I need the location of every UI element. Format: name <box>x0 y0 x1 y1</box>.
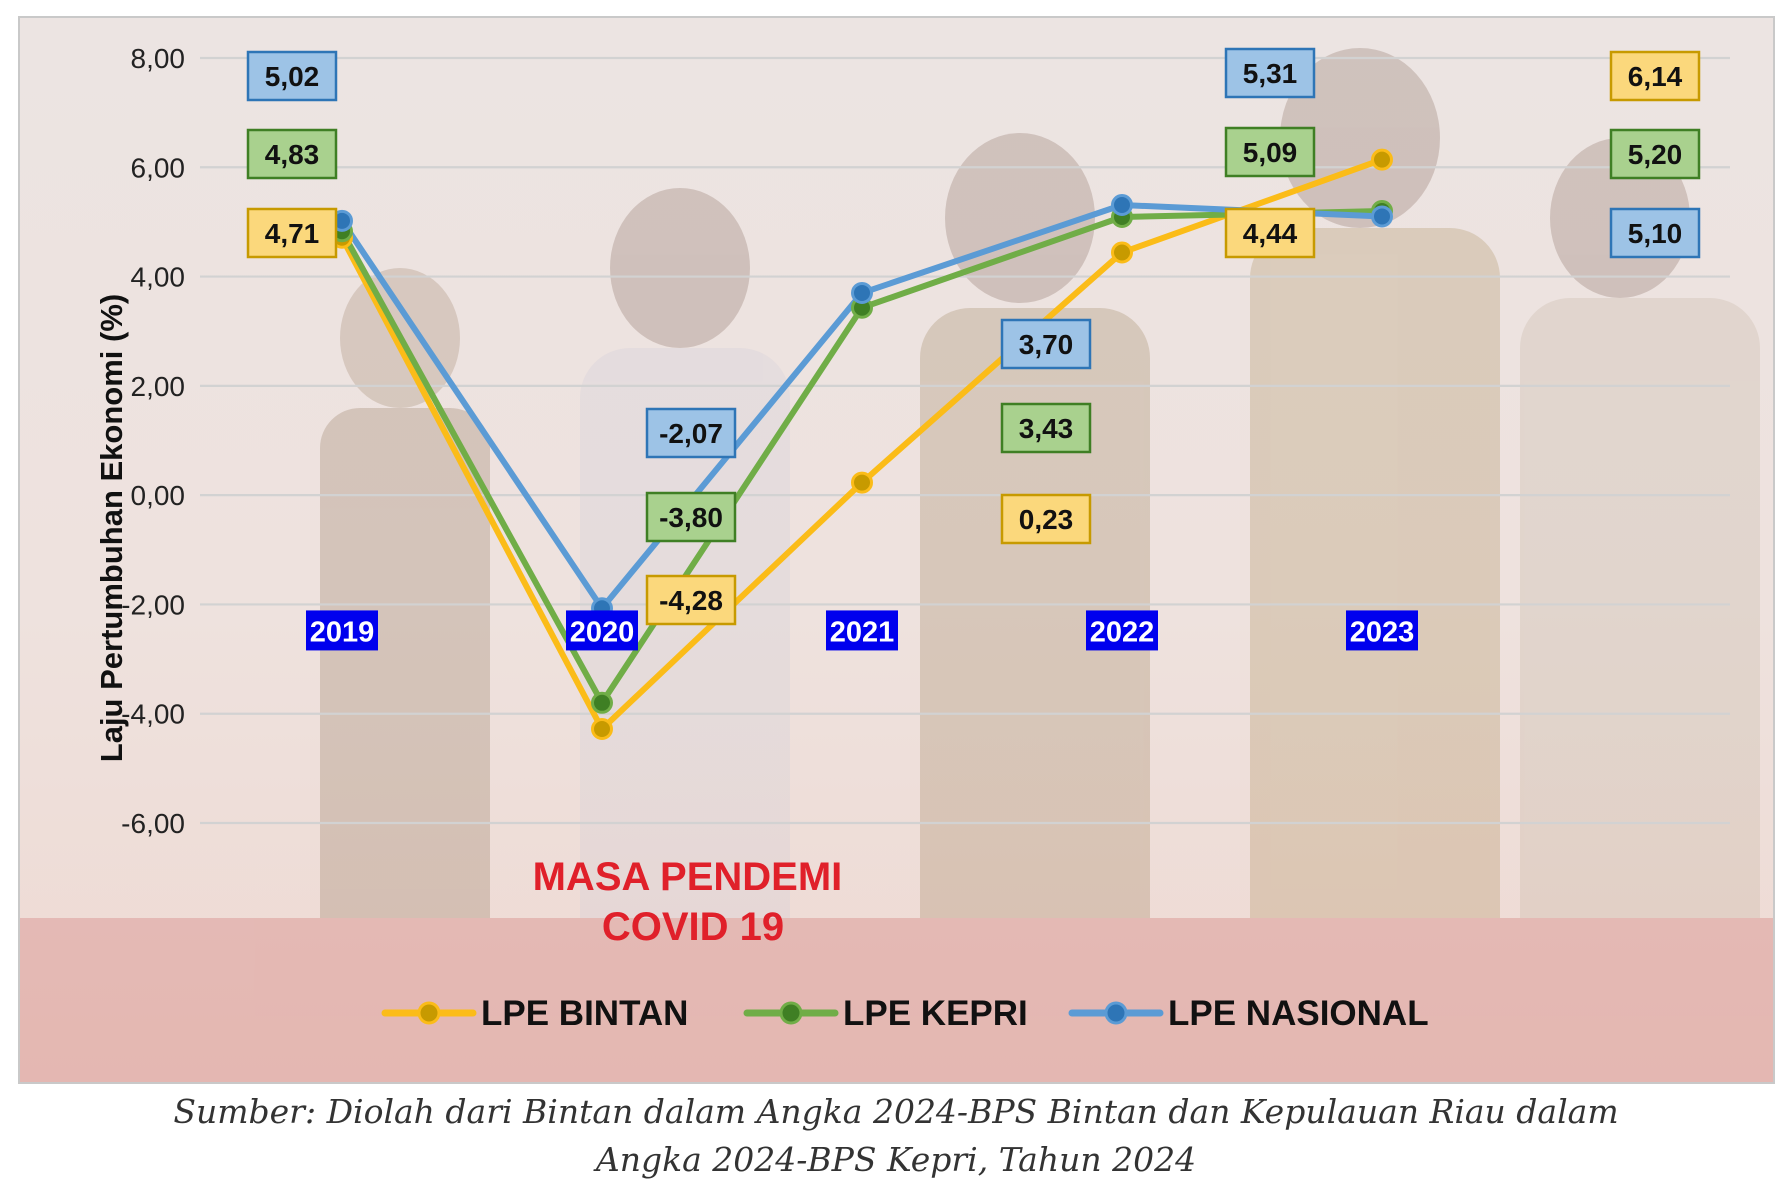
svg-text:6,14: 6,14 <box>1628 61 1683 92</box>
data-label: 0,23 <box>1000 493 1092 545</box>
svg-text:2023: 2023 <box>1350 616 1415 648</box>
legend-label: LPE BINTAN <box>481 994 688 1033</box>
svg-text:3,43: 3,43 <box>1019 413 1074 444</box>
data-label: 3,43 <box>1000 402 1092 454</box>
legend-label: LPE KEPRI <box>843 994 1028 1033</box>
x-category-label: 2021 <box>826 610 898 651</box>
data-label: -2,07 <box>645 407 737 459</box>
svg-text:5,09: 5,09 <box>1243 137 1298 168</box>
svg-text:2021: 2021 <box>830 616 895 648</box>
legend-item: LPE NASIONAL <box>1068 994 1429 1033</box>
data-point <box>591 691 613 714</box>
x-category-label: 2023 <box>1346 610 1418 651</box>
data-label: 4,71 <box>246 207 338 259</box>
x-category-label: 2020 <box>566 610 638 651</box>
data-label: 5,09 <box>1224 126 1316 178</box>
svg-text:4,83: 4,83 <box>265 139 320 170</box>
data-label: 5,20 <box>1609 128 1701 180</box>
data-label: 4,83 <box>246 128 338 180</box>
x-category-label: 2022 <box>1086 610 1158 651</box>
source-note: Sumber: Diolah dari Bintan dalam Angka 2… <box>40 1088 1752 1184</box>
svg-text:2020: 2020 <box>570 616 635 648</box>
covid-annotation-line-1: MASA PENDEMI <box>533 855 843 899</box>
svg-text:5,31: 5,31 <box>1243 58 1298 89</box>
y-tick-label: -2,00 <box>121 589 185 620</box>
source-note-line-2: Angka 2024-BPS Kepri, Tahun 2024 <box>595 1140 1197 1179</box>
source-note-line-1: Sumber: Diolah dari Bintan dalam Angka 2… <box>173 1092 1619 1131</box>
legend-item: LPE KEPRI <box>743 994 1028 1033</box>
svg-text:4,71: 4,71 <box>265 218 320 249</box>
x-category-label: 2019 <box>306 610 378 651</box>
data-label: 3,70 <box>1000 318 1092 370</box>
data-point <box>1111 241 1133 264</box>
svg-text:5,20: 5,20 <box>1628 139 1683 170</box>
svg-text:-4,28: -4,28 <box>659 585 723 616</box>
svg-text:5,10: 5,10 <box>1628 218 1683 249</box>
svg-text:0,23: 0,23 <box>1019 504 1074 535</box>
data-point <box>1111 193 1133 216</box>
series-line-lpe-nasional <box>339 201 1385 612</box>
data-point <box>851 471 873 494</box>
covid-annotation: MASA PENDEMI COVID 19 <box>533 855 854 949</box>
background-silhouettes <box>20 48 1773 1082</box>
svg-text:4,44: 4,44 <box>1243 218 1298 249</box>
y-tick-label: 6,00 <box>131 152 186 183</box>
chart-frame: 8,00 6,00 4,00 2,00 0,00 -2,00 -4,00 -6,00 2019… <box>18 16 1775 1084</box>
y-tick-label: -6,00 <box>121 808 185 839</box>
legend: LPE BINTAN LPE KEPRI LPE NASIONAL <box>381 994 1429 1033</box>
legend-item: LPE BINTAN <box>381 994 688 1033</box>
data-label: 4,44 <box>1224 207 1316 259</box>
svg-text:2022: 2022 <box>1090 616 1155 648</box>
svg-text:5,02: 5,02 <box>265 61 320 92</box>
data-label: 5,31 <box>1224 47 1316 99</box>
y-tick-label: 4,00 <box>131 262 186 293</box>
legend-label: LPE NASIONAL <box>1168 994 1429 1033</box>
svg-text:-2,07: -2,07 <box>659 418 723 449</box>
data-point <box>1371 148 1393 171</box>
y-axis-title: Laju Pertumbuhan Ekonomi (%) <box>94 294 129 762</box>
y-tick-label: 0,00 <box>131 480 186 511</box>
y-tick-label: -4,00 <box>121 699 185 730</box>
y-tick-label: 8,00 <box>131 43 186 74</box>
svg-text:-3,80: -3,80 <box>659 502 723 533</box>
data-label: 5,02 <box>246 50 338 102</box>
data-label: -3,80 <box>645 491 737 543</box>
data-label: -4,28 <box>645 574 737 626</box>
covid-annotation-line-2: COVID 19 <box>602 905 784 949</box>
data-point <box>851 281 873 304</box>
svg-text:3,70: 3,70 <box>1019 329 1074 360</box>
line-chart: 8,00 6,00 4,00 2,00 0,00 -2,00 -4,00 -6,00 2019… <box>20 43 1773 1082</box>
svg-text:2019: 2019 <box>310 616 375 648</box>
data-point <box>1371 205 1393 228</box>
data-label: 5,10 <box>1609 207 1701 259</box>
data-label: 6,14 <box>1609 50 1701 102</box>
y-tick-label: 2,00 <box>131 371 186 402</box>
data-point <box>591 718 613 741</box>
